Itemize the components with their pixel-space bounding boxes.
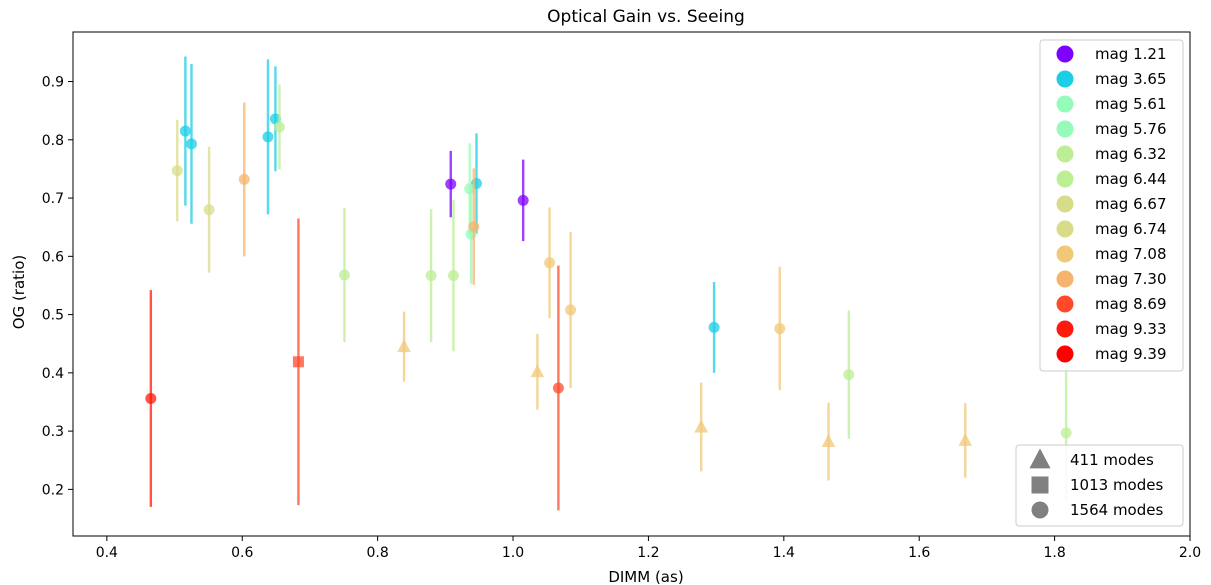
legend-label: 1564 modes <box>1070 501 1163 519</box>
series-legend: mag 1.21 mag 3.65 mag 5.61 mag 5.76 mag 6.32… <box>1039 39 1184 372</box>
legend-label: mag 8.69 <box>1095 295 1167 313</box>
data-point <box>468 221 480 233</box>
legend-label: mag 9.39 <box>1095 345 1167 363</box>
legend-marker <box>1056 145 1074 163</box>
data-point <box>447 270 459 282</box>
data-point <box>552 382 564 394</box>
y-tick-label: 0.9 <box>42 75 64 91</box>
legend-marker <box>1056 70 1074 88</box>
data-point <box>238 173 250 185</box>
data-point <box>338 269 350 281</box>
legend-marker <box>1031 476 1049 494</box>
x-tick-label: 1.0 <box>502 545 524 561</box>
legend-label: mag 5.76 <box>1095 120 1167 138</box>
data-point <box>517 194 529 206</box>
data-point <box>179 125 191 137</box>
x-tick-label: 0.4 <box>96 545 118 561</box>
data-point <box>445 178 457 190</box>
x-tick-label: 2.0 <box>1179 545 1201 561</box>
legend-label: mag 6.32 <box>1095 145 1167 163</box>
y-axis-label: OG (ratio) <box>10 255 28 330</box>
data-point <box>292 356 304 368</box>
x-axis-label: DIMM (as) <box>608 568 683 585</box>
x-tick-label: 1.4 <box>773 545 795 561</box>
plot-frame <box>72 31 1191 537</box>
y-tick-label: 0.4 <box>42 366 64 382</box>
data-point <box>565 304 577 316</box>
x-axis: 0.4 0.6 0.8 1.0 1.2 1.4 1.6 1.8 2.0 <box>96 536 1201 561</box>
legend-marker <box>1031 501 1049 519</box>
y-tick-label: 0.6 <box>42 249 64 265</box>
legend-label: mag 9.33 <box>1095 320 1167 338</box>
legend-label: mag 1.21 <box>1095 45 1167 63</box>
marker-legend: 411 modes 1013 modes 1564 modes <box>1015 444 1184 527</box>
legend-marker <box>1056 220 1074 238</box>
legend-label: mag 6.74 <box>1095 220 1167 238</box>
legend-marker <box>1056 320 1074 338</box>
legend-label: mag 5.61 <box>1095 95 1167 113</box>
y-tick-label: 0.7 <box>42 191 64 207</box>
legend-marker <box>1056 295 1074 313</box>
data-point <box>708 321 720 333</box>
legend-label: mag 3.65 <box>1095 70 1167 88</box>
legend-marker <box>1056 245 1074 263</box>
data-point <box>171 165 183 177</box>
legend-marker <box>1056 195 1074 213</box>
data-point <box>774 323 786 335</box>
legend-box <box>1039 39 1184 372</box>
data-point <box>958 432 973 446</box>
y-tick-label: 0.8 <box>42 133 64 149</box>
legend-label: mag 6.67 <box>1095 195 1167 213</box>
legend-marker <box>1056 120 1074 138</box>
legend-label: 1013 modes <box>1070 476 1163 494</box>
legend-marker <box>1056 270 1074 288</box>
y-tick-label: 0.3 <box>42 424 64 440</box>
chart-title: Optical Gain vs. Seeing <box>547 7 745 27</box>
data-point <box>464 183 476 195</box>
legend-marker <box>1056 45 1074 63</box>
legend-label: mag 7.08 <box>1095 245 1167 263</box>
data-point <box>1060 427 1072 439</box>
y-tick-label: 0.5 <box>42 308 64 324</box>
data-point <box>425 270 437 282</box>
legend-marker <box>1056 170 1074 188</box>
y-axis: 0.2 0.3 0.4 0.5 0.6 0.7 0.8 0.9 <box>42 75 73 498</box>
data-point <box>185 138 197 150</box>
y-tick-label: 0.2 <box>42 482 64 498</box>
legend-label: mag 6.44 <box>1095 170 1167 188</box>
data-point <box>269 113 281 125</box>
legend-label: 411 modes <box>1070 451 1154 469</box>
data-point <box>694 419 709 433</box>
data-point <box>544 257 556 269</box>
legend-box <box>1015 444 1184 527</box>
legend-marker <box>1056 95 1074 113</box>
data-point <box>530 364 545 378</box>
data-point <box>262 131 274 143</box>
x-tick-label: 0.8 <box>367 545 389 561</box>
x-tick-label: 1.2 <box>637 545 659 561</box>
plot-area <box>145 56 1072 511</box>
x-tick-label: 0.6 <box>231 545 253 561</box>
data-point <box>843 369 855 381</box>
data-point <box>145 392 157 404</box>
data-point <box>203 204 215 216</box>
legend-marker <box>1056 345 1074 363</box>
data-point <box>273 121 285 133</box>
data-point <box>397 339 411 353</box>
legend-label: mag 7.30 <box>1095 270 1167 288</box>
x-tick-label: 1.8 <box>1043 545 1065 561</box>
legend-marker <box>1029 448 1051 469</box>
x-tick-label: 1.6 <box>908 545 930 561</box>
data-point <box>821 434 836 448</box>
